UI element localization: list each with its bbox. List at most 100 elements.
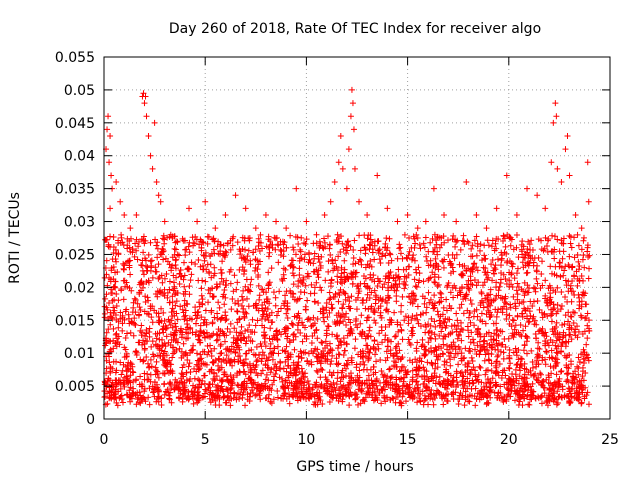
data-point bbox=[513, 349, 520, 356]
data-point bbox=[374, 282, 381, 289]
data-point bbox=[572, 326, 579, 333]
data-point bbox=[349, 100, 356, 107]
data-point bbox=[376, 256, 383, 263]
data-point bbox=[353, 361, 360, 368]
data-point bbox=[215, 355, 222, 362]
data-point bbox=[329, 257, 336, 264]
data-point bbox=[274, 336, 281, 343]
data-point bbox=[127, 225, 134, 232]
data-point bbox=[120, 242, 127, 249]
data-point bbox=[553, 371, 560, 378]
data-point bbox=[282, 390, 289, 397]
data-point bbox=[136, 311, 143, 318]
data-point bbox=[238, 337, 245, 344]
data-point bbox=[276, 288, 283, 295]
y-tick-label: 0.02 bbox=[64, 280, 95, 296]
data-point bbox=[437, 381, 444, 388]
data-point bbox=[173, 298, 180, 305]
data-point bbox=[433, 241, 440, 248]
data-point bbox=[217, 241, 224, 248]
data-point bbox=[147, 258, 154, 265]
data-point bbox=[107, 377, 114, 384]
data-point bbox=[553, 113, 560, 120]
data-point bbox=[513, 232, 520, 239]
data-point bbox=[297, 277, 304, 284]
data-point bbox=[326, 296, 333, 303]
data-point bbox=[253, 343, 260, 350]
data-point bbox=[426, 386, 433, 393]
data-point bbox=[201, 390, 208, 397]
data-point bbox=[263, 289, 270, 296]
data-point bbox=[441, 333, 448, 340]
data-point bbox=[452, 285, 459, 292]
data-point bbox=[127, 360, 134, 367]
data-point bbox=[358, 312, 365, 319]
data-point bbox=[445, 370, 452, 377]
data-point bbox=[421, 300, 428, 307]
data-point bbox=[395, 273, 402, 280]
data-point bbox=[552, 342, 559, 349]
data-point bbox=[266, 354, 273, 361]
data-point bbox=[388, 257, 395, 264]
data-point bbox=[476, 338, 483, 345]
data-point bbox=[337, 314, 344, 321]
data-point bbox=[228, 306, 235, 313]
data-point bbox=[532, 285, 539, 292]
data-point bbox=[136, 281, 143, 288]
data-point bbox=[111, 307, 118, 314]
data-point bbox=[268, 319, 275, 326]
data-point bbox=[503, 397, 510, 404]
data-point bbox=[495, 292, 502, 299]
data-point bbox=[533, 376, 540, 383]
data-point bbox=[569, 278, 576, 285]
data-point bbox=[586, 265, 593, 272]
data-point bbox=[519, 389, 526, 396]
data-point bbox=[483, 393, 490, 400]
data-point bbox=[548, 310, 555, 317]
data-point bbox=[420, 278, 427, 285]
data-point bbox=[130, 332, 137, 339]
data-point bbox=[423, 309, 430, 316]
data-point bbox=[229, 242, 236, 249]
data-point bbox=[329, 352, 336, 359]
data-point bbox=[334, 335, 341, 342]
data-point bbox=[476, 247, 483, 254]
data-point bbox=[293, 361, 300, 368]
data-point bbox=[502, 344, 509, 351]
data-point bbox=[383, 235, 390, 242]
data-point bbox=[244, 396, 251, 403]
data-point bbox=[227, 386, 234, 393]
data-point bbox=[462, 369, 469, 376]
data-point bbox=[317, 360, 324, 367]
data-point bbox=[139, 284, 146, 291]
data-point bbox=[368, 305, 375, 312]
data-point bbox=[181, 237, 188, 244]
data-point bbox=[431, 372, 438, 379]
data-point bbox=[232, 349, 239, 356]
data-point bbox=[166, 286, 173, 293]
data-point bbox=[328, 277, 335, 284]
data-point bbox=[447, 270, 454, 277]
data-point bbox=[237, 357, 244, 364]
data-point bbox=[252, 322, 259, 329]
data-point bbox=[575, 328, 582, 335]
data-point bbox=[144, 264, 151, 271]
data-point bbox=[263, 371, 270, 378]
data-point bbox=[432, 365, 439, 372]
data-point bbox=[166, 261, 173, 268]
data-point bbox=[344, 357, 351, 364]
data-point bbox=[409, 324, 416, 331]
data-point bbox=[535, 328, 542, 335]
data-point bbox=[104, 126, 111, 133]
data-point bbox=[488, 367, 495, 374]
data-point bbox=[168, 336, 175, 343]
data-point bbox=[462, 388, 469, 395]
data-point bbox=[334, 375, 341, 382]
data-point bbox=[195, 257, 202, 264]
data-point bbox=[324, 322, 331, 329]
data-point bbox=[563, 393, 570, 400]
data-point bbox=[575, 242, 582, 249]
data-point bbox=[240, 359, 247, 366]
data-point bbox=[338, 233, 345, 240]
data-point bbox=[467, 319, 474, 326]
